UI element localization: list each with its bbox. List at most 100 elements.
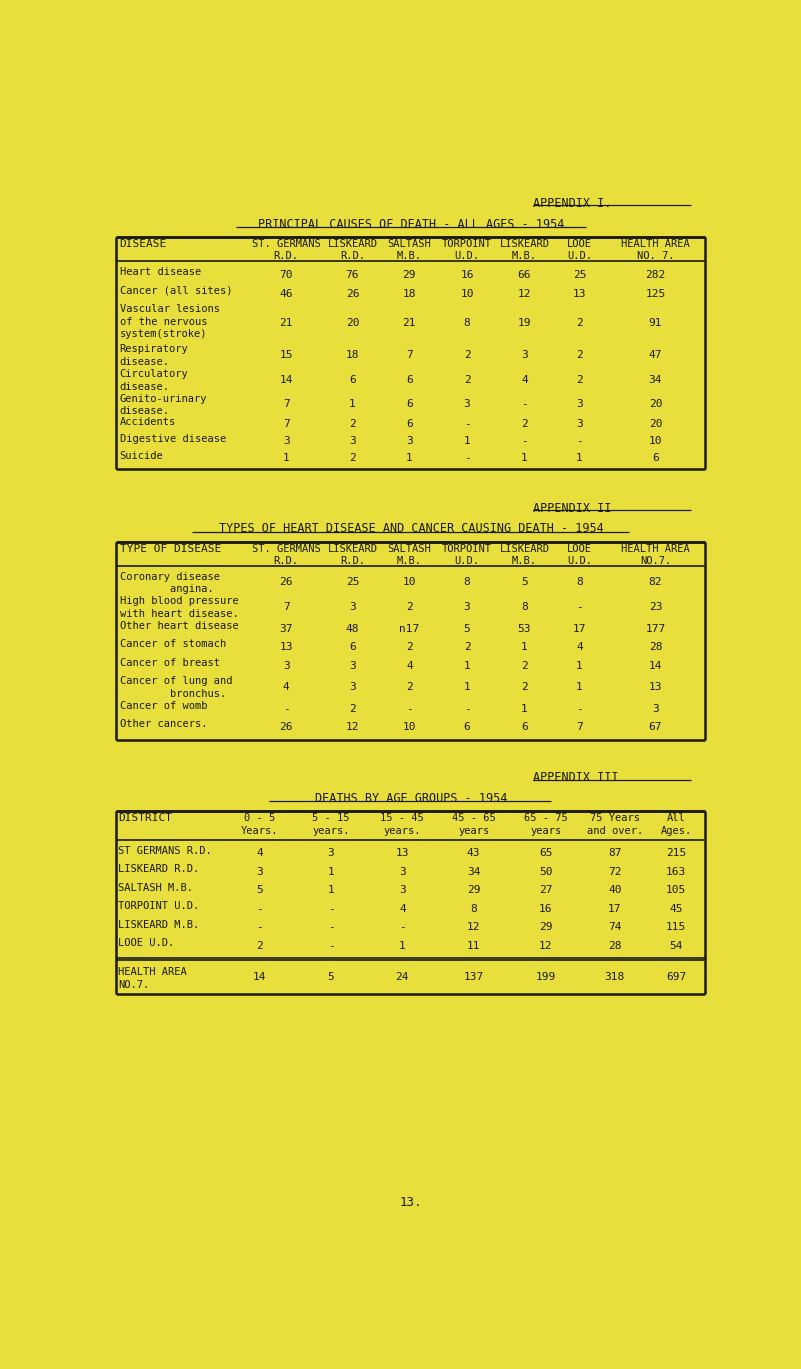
Text: 12: 12 <box>346 723 359 732</box>
Text: 2: 2 <box>406 602 413 612</box>
Text: -: - <box>256 904 264 914</box>
Text: TYPES OF HEART DISEASE AND CANCER CAUSING DEATH - 1954: TYPES OF HEART DISEASE AND CANCER CAUSIN… <box>219 523 603 535</box>
Text: 15 - 45
years.: 15 - 45 years. <box>380 813 425 836</box>
Text: 74: 74 <box>608 923 622 932</box>
Text: 45 - 65
years: 45 - 65 years <box>452 813 496 836</box>
Text: DEATHS BY AGE GROUPS - 1954: DEATHS BY AGE GROUPS - 1954 <box>315 791 507 805</box>
Text: 3: 3 <box>464 602 470 612</box>
Text: 3: 3 <box>576 398 583 409</box>
Text: Other cancers.: Other cancers. <box>119 720 207 730</box>
Text: 5 - 15
years.: 5 - 15 years. <box>312 813 350 836</box>
Text: 14: 14 <box>280 375 293 385</box>
Text: 1: 1 <box>576 661 583 671</box>
Text: 8: 8 <box>576 578 583 587</box>
Text: SALTASH M.B.: SALTASH M.B. <box>118 883 193 893</box>
Text: SALTASH
M.B.: SALTASH M.B. <box>388 240 431 261</box>
Text: LOOE U.D.: LOOE U.D. <box>118 938 174 949</box>
Text: 1: 1 <box>399 941 406 951</box>
Text: 13: 13 <box>396 849 409 858</box>
Text: 8: 8 <box>464 318 470 329</box>
Text: ST. GERMANS
R.D.: ST. GERMANS R.D. <box>252 240 320 261</box>
Text: 13.: 13. <box>400 1197 422 1209</box>
Text: 13: 13 <box>649 682 662 693</box>
Text: 3: 3 <box>464 398 470 409</box>
Text: ST GERMANS R.D.: ST GERMANS R.D. <box>118 846 211 856</box>
Text: 6: 6 <box>406 398 413 409</box>
Text: 14: 14 <box>253 972 267 982</box>
Text: 1: 1 <box>521 642 528 652</box>
Text: n17: n17 <box>399 624 420 634</box>
Text: 8: 8 <box>521 602 528 612</box>
Text: 29: 29 <box>467 886 481 895</box>
Text: 0 - 5
Years.: 0 - 5 Years. <box>241 813 279 836</box>
Text: 697: 697 <box>666 972 686 982</box>
Text: HEALTH AREA
NO.7.: HEALTH AREA NO.7. <box>118 968 187 990</box>
Text: 65 - 75
years: 65 - 75 years <box>524 813 568 836</box>
Text: 65: 65 <box>539 849 553 858</box>
Text: SALTASH
M.B.: SALTASH M.B. <box>388 543 431 567</box>
Text: 2: 2 <box>349 704 356 713</box>
Text: 3: 3 <box>283 661 289 671</box>
Text: Cancer of breast: Cancer of breast <box>119 658 219 668</box>
Text: 4: 4 <box>576 642 583 652</box>
Text: 8: 8 <box>470 904 477 914</box>
Text: LOOE
U.D.: LOOE U.D. <box>567 240 592 261</box>
Text: 7: 7 <box>283 602 289 612</box>
Text: Vascular lesions
of the nervous
system(stroke): Vascular lesions of the nervous system(s… <box>119 304 219 340</box>
Text: 28: 28 <box>608 941 622 951</box>
Text: 163: 163 <box>666 867 686 878</box>
Text: 16: 16 <box>539 904 553 914</box>
Text: LISKEARD
M.B.: LISKEARD M.B. <box>500 543 549 567</box>
Text: 1: 1 <box>464 682 470 693</box>
Text: 4: 4 <box>256 849 264 858</box>
Text: 17: 17 <box>573 624 586 634</box>
Text: 34: 34 <box>467 867 481 878</box>
Text: 50: 50 <box>539 867 553 878</box>
Text: 2: 2 <box>406 682 413 693</box>
Text: 3: 3 <box>521 350 528 360</box>
Text: HEALTH AREA
NO. 7.: HEALTH AREA NO. 7. <box>621 240 690 261</box>
Text: 6: 6 <box>464 723 470 732</box>
Text: -: - <box>464 704 470 713</box>
Text: 53: 53 <box>517 624 531 634</box>
Text: Accidents: Accidents <box>119 416 175 427</box>
Text: 12: 12 <box>539 941 553 951</box>
Text: Other heart disease: Other heart disease <box>119 622 238 631</box>
Text: LISKEARD R.D.: LISKEARD R.D. <box>118 864 199 875</box>
Text: 125: 125 <box>646 289 666 298</box>
Text: DISEASE: DISEASE <box>119 240 167 249</box>
Text: 25: 25 <box>573 270 586 281</box>
Text: 2: 2 <box>406 642 413 652</box>
Text: 115: 115 <box>666 923 686 932</box>
Text: Suicide: Suicide <box>119 450 163 461</box>
Text: 45: 45 <box>669 904 682 914</box>
Text: 2: 2 <box>464 642 470 652</box>
Text: TORPOINT U.D.: TORPOINT U.D. <box>118 901 199 912</box>
Text: -: - <box>328 941 335 951</box>
Text: Cancer of lung and
        bronchus.: Cancer of lung and bronchus. <box>119 676 232 698</box>
Text: 1: 1 <box>576 453 583 463</box>
Text: 8: 8 <box>464 578 470 587</box>
Text: Circulatory
disease.: Circulatory disease. <box>119 370 188 392</box>
Text: 48: 48 <box>346 624 359 634</box>
Text: LISKEARD M.B.: LISKEARD M.B. <box>118 920 199 930</box>
Text: 17: 17 <box>608 904 622 914</box>
Text: 13: 13 <box>573 289 586 298</box>
Text: 1: 1 <box>283 453 289 463</box>
Text: 20: 20 <box>649 398 662 409</box>
Text: 75 Years
and over.: 75 Years and over. <box>586 813 643 836</box>
Text: 7: 7 <box>283 398 289 409</box>
Text: 199: 199 <box>536 972 556 982</box>
Text: 21: 21 <box>403 318 416 329</box>
Text: 3: 3 <box>399 886 406 895</box>
Text: 14: 14 <box>649 661 662 671</box>
Text: 18: 18 <box>403 289 416 298</box>
Text: 1: 1 <box>349 398 356 409</box>
Text: 4: 4 <box>399 904 406 914</box>
Text: 2: 2 <box>256 941 264 951</box>
Text: LOOE
U.D.: LOOE U.D. <box>567 543 592 567</box>
Text: 3: 3 <box>406 435 413 446</box>
Text: 91: 91 <box>649 318 662 329</box>
Text: 6: 6 <box>521 723 528 732</box>
Text: 3: 3 <box>328 849 335 858</box>
